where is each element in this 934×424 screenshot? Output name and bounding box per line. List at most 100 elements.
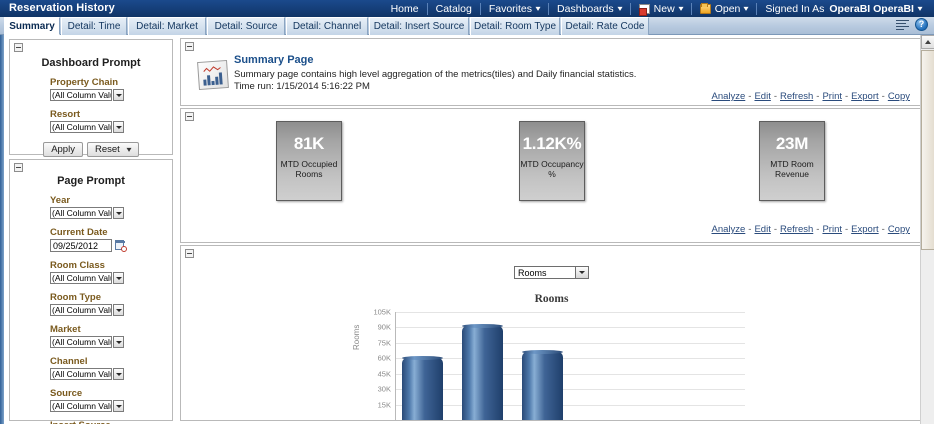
signed-in-as-label: Signed In As <box>765 2 825 15</box>
scroll-up-arrow-icon[interactable] <box>921 35 934 49</box>
room-class-dropdown-icon[interactable] <box>113 272 124 284</box>
chart-bar[interactable] <box>522 350 563 420</box>
link-refresh[interactable]: Refresh <box>780 91 814 102</box>
summary-header-panel: Summary Page Summary page contains high … <box>180 38 921 106</box>
tab-detail-source[interactable]: Detail: Source <box>207 17 285 35</box>
chart-y-tick-label: 15K <box>377 400 391 410</box>
chart-measure-dropdown-icon[interactable] <box>576 266 589 279</box>
tab-detail-insert-source[interactable]: Detail: Insert Source <box>369 17 469 35</box>
year-dropdown-icon[interactable] <box>113 207 124 219</box>
help-icon[interactable]: ? <box>915 18 928 31</box>
property-chain-combo[interactable]: (All Column Value <box>50 89 112 101</box>
link-refresh[interactable]: Refresh <box>780 224 814 235</box>
dashboard-tab-bar: Summary Detail: Time Detail: Market Deta… <box>0 17 934 35</box>
collapse-tiles-panel-icon[interactable] <box>185 112 194 121</box>
chart-measure-selector[interactable]: Rooms <box>514 266 589 279</box>
resort-dropdown-icon[interactable] <box>113 121 124 133</box>
kpi-tiles-panel: 81K MTD Occupied Rooms 1.12K% MTD Occupa… <box>180 108 921 243</box>
link-export[interactable]: Export <box>851 224 879 235</box>
chevron-down-icon: ▾ <box>917 3 923 13</box>
chart-title: Rooms <box>534 293 569 305</box>
tab-detail-channel[interactable]: Detail: Channel <box>286 17 368 35</box>
collapse-summary-panel-icon[interactable] <box>185 42 194 51</box>
nav-favorites-label: Favorites <box>488 2 532 15</box>
collapse-dashboard-prompt-icon[interactable] <box>14 43 23 52</box>
source-dropdown-icon[interactable] <box>113 400 124 412</box>
chart-bar[interactable] <box>462 324 503 420</box>
nav-favorites[interactable]: Favorites ▾ <box>481 0 548 17</box>
nav-dashboards[interactable]: Dashboards ▾ <box>549 0 630 17</box>
chart-measure-selected-value[interactable]: Rooms <box>514 266 576 279</box>
nav-divider <box>690 2 692 15</box>
chart-gridlines <box>396 312 745 420</box>
chart-bar[interactable] <box>402 356 443 420</box>
market-combo[interactable]: (All Column Value <box>50 336 112 348</box>
page-options-icon[interactable] <box>896 19 909 31</box>
kpi-tile-mtd-occupied-rooms[interactable]: 81K MTD Occupied Rooms <box>276 121 342 201</box>
new-document-icon <box>638 3 650 16</box>
year-label: Year <box>50 195 71 206</box>
channel-dropdown-icon[interactable] <box>113 368 124 380</box>
reset-button[interactable]: Reset ▾ <box>86 142 139 157</box>
collapse-page-prompt-icon[interactable] <box>14 163 23 172</box>
tab-detail-room-type[interactable]: Detail: Room Type <box>470 17 560 35</box>
chart-y-tick-label: 60K <box>377 353 391 363</box>
bar-chart: Rooms 105K 90K 75K 60K 45K 30K 15K <box>352 308 745 420</box>
link-copy[interactable]: Copy <box>887 224 910 235</box>
global-header: Reservation History Home Catalog Favorit… <box>0 0 934 17</box>
kpi-label: MTD Occupancy % <box>520 159 584 179</box>
field-insert-source: Insert Source (All Column Value) <box>50 420 172 424</box>
chevron-down-icon: ▾ <box>678 3 684 13</box>
vertical-scrollbar[interactable] <box>920 35 934 424</box>
nav-open[interactable]: Open ▾ <box>692 0 757 17</box>
property-chain-label: Property Chain <box>50 77 119 88</box>
source-combo[interactable]: (All Column Value <box>50 400 112 412</box>
signed-in-as[interactable]: Signed In As OperaBI OperaBI ▾ <box>757 0 930 17</box>
room-type-combo[interactable]: (All Column Value <box>50 304 112 316</box>
nav-divider <box>426 2 428 15</box>
scrollbar-thumb[interactable] <box>921 50 934 250</box>
link-analyze[interactable]: Analyze <box>711 91 746 102</box>
kpi-tile-mtd-room-revenue[interactable]: 23M MTD Room Revenue <box>759 121 825 201</box>
link-export[interactable]: Export <box>851 91 879 102</box>
tab-summary[interactable]: Summary <box>4 17 60 35</box>
link-analyze[interactable]: Analyze <box>711 224 746 235</box>
room-type-dropdown-icon[interactable] <box>113 304 124 316</box>
link-print[interactable]: Print <box>822 224 842 235</box>
kpi-tile-mtd-occupancy-pct[interactable]: 1.12K% MTD Occupancy % <box>519 121 585 201</box>
channel-combo[interactable]: (All Column Value <box>50 368 112 380</box>
apply-button[interactable]: Apply <box>43 142 83 157</box>
prompt-button-row: Apply Reset ▾ <box>10 142 172 157</box>
field-market: Market (All Column Value <box>50 324 172 348</box>
nav-new[interactable]: New ▾ <box>631 0 691 17</box>
room-class-combo[interactable]: (All Column Value <box>50 272 112 284</box>
tab-detail-time[interactable]: Detail: Time <box>61 17 127 35</box>
year-combo[interactable]: (All Column Value <box>50 207 112 219</box>
summary-page-title: Summary Page <box>234 54 314 66</box>
calendar-icon[interactable] <box>115 239 127 252</box>
nav-home[interactable]: Home <box>383 0 427 17</box>
collapse-chart-panel-icon[interactable] <box>185 249 194 258</box>
tab-detail-market[interactable]: Detail: Market <box>128 17 206 35</box>
source-label: Source <box>50 388 83 399</box>
nav-dashboards-label: Dashboards <box>557 2 614 15</box>
kpi-label: MTD Occupied Rooms <box>280 159 338 179</box>
chart-y-tick-label: 45K <box>377 369 391 379</box>
room-type-label: Room Type <box>50 292 102 303</box>
chart-gridline <box>396 358 745 360</box>
kpi-label: MTD Room Revenue <box>770 159 814 179</box>
link-copy[interactable]: Copy <box>887 91 910 102</box>
link-print[interactable]: Print <box>822 91 842 102</box>
market-dropdown-icon[interactable] <box>113 336 124 348</box>
nav-catalog[interactable]: Catalog <box>428 0 480 17</box>
link-edit[interactable]: Edit <box>754 91 771 102</box>
resort-combo[interactable]: (All Column Value <box>50 121 112 133</box>
link-edit[interactable]: Edit <box>754 224 771 235</box>
current-date-input[interactable]: 09/25/2012 <box>50 239 112 252</box>
tab-detail-rate-code[interactable]: Detail: Rate Code <box>561 17 649 35</box>
open-folder-icon <box>699 2 711 14</box>
prompts-sidebar: Dashboard Prompt Property Chain (All Col… <box>4 35 178 424</box>
chart-gridline <box>396 373 745 375</box>
property-chain-dropdown-icon[interactable] <box>113 89 124 101</box>
